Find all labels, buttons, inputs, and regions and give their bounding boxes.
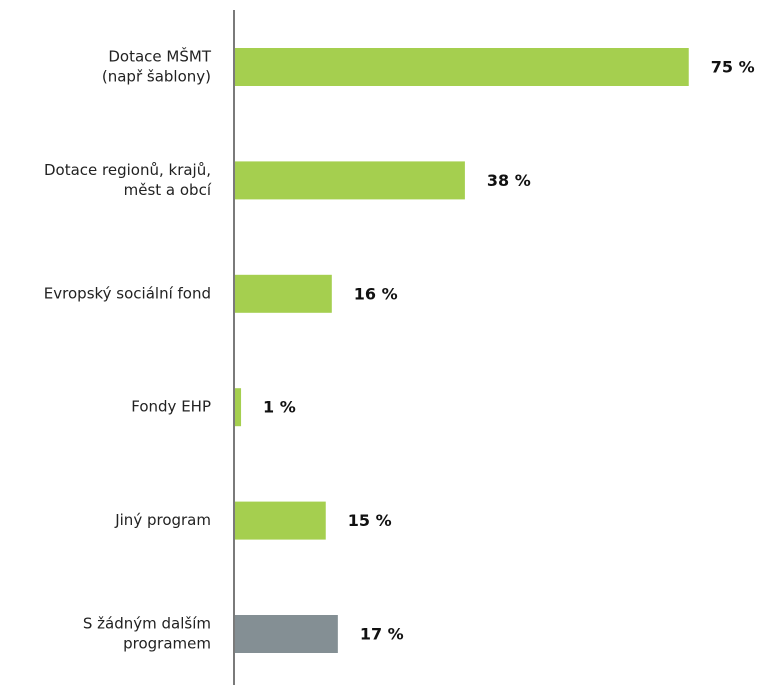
value-label: 15 % — [348, 511, 392, 530]
value-label: 75 % — [711, 58, 755, 77]
category-label: Dotace MŠMT — [108, 47, 211, 66]
value-label: 16 % — [354, 284, 398, 303]
value-label: 1 % — [263, 398, 296, 417]
bar — [235, 161, 465, 200]
bar — [235, 388, 242, 427]
bar — [235, 501, 326, 540]
bar — [235, 615, 338, 653]
category-label: (např šablony) — [102, 68, 211, 86]
category-label: Fondy EHP — [131, 398, 211, 416]
category-label: Jiný program — [114, 511, 211, 529]
category-label: programem — [123, 635, 211, 653]
category-label: Dotace regionů, krajů, — [44, 161, 211, 179]
category-label: Evropský sociální fond — [44, 284, 211, 302]
bar — [235, 48, 689, 86]
value-label: 17 % — [360, 625, 404, 644]
value-label: 38 % — [487, 171, 531, 190]
category-label: měst a obcí — [124, 181, 212, 199]
category-label: S žádným dalším — [83, 615, 211, 633]
bar — [235, 274, 332, 313]
